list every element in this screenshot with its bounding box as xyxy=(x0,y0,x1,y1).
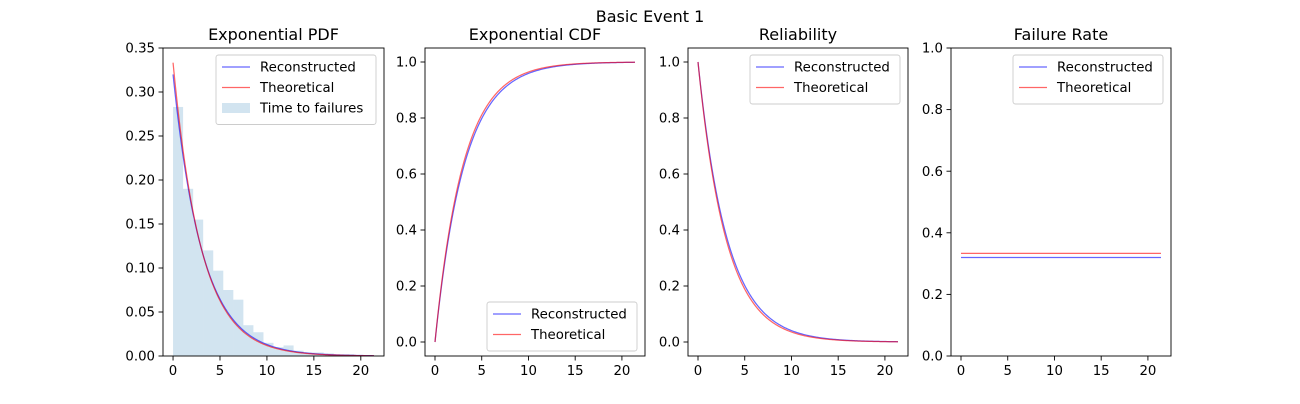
subplot-4: 0 5 10 15 20 0.0 0.2 0.4 0.6 0.8 1.0 Failure Rate Re… xyxy=(922,25,1172,379)
x-tick-label: 15 xyxy=(1093,364,1110,379)
y-tick-label: 0.30 xyxy=(125,86,155,101)
x-tick-label: 20 xyxy=(876,364,893,379)
legend: Reconstructed Theoretical xyxy=(749,54,901,105)
legend-label: Theoretical xyxy=(259,81,334,96)
subplot-title: Failure Rate xyxy=(1014,25,1108,44)
x-tick-label: 20 xyxy=(613,364,630,379)
x-tick-label: 0 xyxy=(431,364,439,379)
legend-box xyxy=(1012,54,1164,105)
y-tick-label: 0.6 xyxy=(659,168,680,183)
x-tick-label: 10 xyxy=(520,364,537,379)
legend-label: Reconstructed xyxy=(1057,61,1153,76)
histogram-bar xyxy=(203,250,214,356)
histogram-bar xyxy=(173,106,184,356)
axes-frame xyxy=(424,47,646,357)
plot-content xyxy=(434,61,636,343)
legend-handle-histogram xyxy=(222,103,250,113)
x-tick-label: 15 xyxy=(830,364,847,379)
histogram-bar xyxy=(263,342,274,356)
series-line-theoretical xyxy=(172,62,374,356)
x-tick-label: 0 xyxy=(694,364,702,379)
legend-label: Reconstructed xyxy=(794,61,890,76)
legend-box xyxy=(749,54,901,105)
x-tick-label: 0 xyxy=(957,364,965,379)
y-tick-label: 0.2 xyxy=(659,280,680,295)
figure-title: Basic Event 1 xyxy=(596,7,705,26)
x-tick-label: 5 xyxy=(216,364,224,379)
y-tick-label: 0.25 xyxy=(125,130,155,145)
histogram-bar xyxy=(223,290,234,356)
axes-frame xyxy=(162,47,385,357)
legend-label: Time to failures xyxy=(259,102,363,117)
x-tick-label: 5 xyxy=(477,364,485,379)
y-tick-label: 0.0 xyxy=(659,336,680,351)
histogram-bar xyxy=(293,350,304,356)
y-tick-label: 0.2 xyxy=(922,288,943,303)
subplot-title: Exponential PDF xyxy=(208,25,339,44)
axes-frame xyxy=(950,47,1172,357)
y-tick-label: 1.0 xyxy=(396,56,417,71)
histogram-bar xyxy=(183,188,194,356)
y-tick-label: 1.0 xyxy=(922,42,943,57)
histogram-bar xyxy=(273,347,284,356)
legend: Reconstructed Theoretical xyxy=(486,301,638,352)
x-tick-label: 10 xyxy=(258,364,275,379)
histogram-bar xyxy=(213,270,224,356)
legend-label: Reconstructed xyxy=(531,308,627,323)
subplot-1: 0 5 10 15 20 0.00 0.05 0.10 0.15 0.20 0.25 0.30 0.35… xyxy=(125,25,385,379)
legend-label: Theoretical xyxy=(1056,81,1131,96)
histogram-bar xyxy=(243,325,254,356)
y-tick-label: 0.8 xyxy=(659,112,680,127)
y-tick-label: 0.4 xyxy=(659,224,680,239)
y-tick-label: 0.10 xyxy=(125,262,155,277)
legend-label: Theoretical xyxy=(793,81,868,96)
legend: Reconstructed Theoretical xyxy=(1012,54,1164,105)
subplot-2: 0 5 10 15 20 0.0 0.2 0.4 0.6 0.8 1.0 Exponential CD… xyxy=(396,25,646,379)
y-tick-label: 0.4 xyxy=(922,226,943,241)
x-tick-label: 10 xyxy=(783,364,800,379)
y-tick-label: 1.0 xyxy=(659,56,680,71)
x-tick-label: 5 xyxy=(1003,364,1011,379)
y-tick-label: 0.00 xyxy=(125,350,155,365)
histogram-bar xyxy=(193,219,204,356)
plot-content xyxy=(961,252,1161,259)
y-tick-label: 0.15 xyxy=(125,218,155,233)
axes-frame xyxy=(687,47,909,357)
plot-content xyxy=(697,61,899,343)
subplot-title: Reliability xyxy=(759,25,837,44)
y-tick-label: 0.20 xyxy=(125,174,155,189)
x-tick-label: 15 xyxy=(567,364,584,379)
x-tick-label: 10 xyxy=(1046,364,1063,379)
series-line-theoretical xyxy=(697,61,899,343)
x-tick-label: 0 xyxy=(169,364,177,379)
y-tick-label: 0.4 xyxy=(396,224,417,239)
series-line-reconstructed xyxy=(434,61,636,343)
x-tick-label: 15 xyxy=(305,364,322,379)
y-tick-label: 0.0 xyxy=(396,336,417,351)
legend-label: Reconstructed xyxy=(260,61,356,76)
subplot-3: 0 5 10 15 20 0.0 0.2 0.4 0.6 0.8 1.0 Reliability Rec… xyxy=(659,25,909,379)
y-tick-label: 0.6 xyxy=(922,165,943,180)
y-tick-label: 0.2 xyxy=(396,280,417,295)
y-tick-label: 0.8 xyxy=(922,103,943,118)
y-tick-label: 0.05 xyxy=(125,306,155,321)
x-tick-label: 5 xyxy=(740,364,748,379)
legend-box xyxy=(486,301,638,352)
y-tick-label: 0.6 xyxy=(396,168,417,183)
plot-content xyxy=(172,62,374,356)
histogram-bar xyxy=(253,332,264,356)
legend-box xyxy=(215,54,377,125)
series-line-theoretical xyxy=(434,61,636,343)
x-tick-label: 20 xyxy=(1139,364,1156,379)
legend-label: Theoretical xyxy=(530,328,605,343)
y-tick-label: 0.8 xyxy=(396,112,417,127)
x-tick-label: 20 xyxy=(352,364,369,379)
subplot-title: Exponential CDF xyxy=(469,25,601,44)
legend: Reconstructed Theoretical Time to failures xyxy=(215,54,377,125)
y-tick-label: 0.35 xyxy=(125,42,155,57)
y-tick-label: 0.0 xyxy=(922,350,943,365)
